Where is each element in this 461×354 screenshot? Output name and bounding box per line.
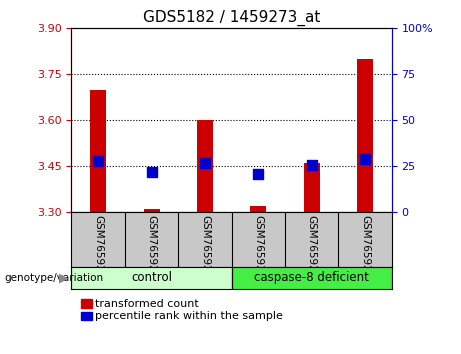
- Text: percentile rank within the sample: percentile rank within the sample: [95, 311, 284, 321]
- Bar: [197, 120, 213, 212]
- Text: genotype/variation: genotype/variation: [5, 273, 104, 283]
- Point: [308, 162, 315, 167]
- Bar: [250, 206, 266, 212]
- Point: [254, 171, 262, 177]
- Point: [95, 158, 102, 164]
- Text: GSM765927: GSM765927: [360, 215, 370, 279]
- Bar: [357, 59, 373, 212]
- Bar: [143, 209, 160, 212]
- Point: [201, 160, 209, 166]
- Bar: [304, 163, 320, 212]
- Text: GSM765923: GSM765923: [147, 215, 157, 279]
- Text: caspase-8 deficient: caspase-8 deficient: [254, 272, 369, 284]
- Text: GSM765926: GSM765926: [307, 215, 317, 279]
- Title: GDS5182 / 1459273_at: GDS5182 / 1459273_at: [143, 9, 320, 25]
- Text: GSM765922: GSM765922: [93, 215, 103, 279]
- Text: GSM765925: GSM765925: [254, 215, 263, 279]
- Point: [361, 156, 369, 162]
- Bar: [90, 90, 106, 212]
- Text: GSM765924: GSM765924: [200, 215, 210, 279]
- Text: transformed count: transformed count: [95, 299, 199, 309]
- Text: ▶: ▶: [59, 272, 68, 284]
- Point: [148, 169, 155, 175]
- Text: control: control: [131, 272, 172, 284]
